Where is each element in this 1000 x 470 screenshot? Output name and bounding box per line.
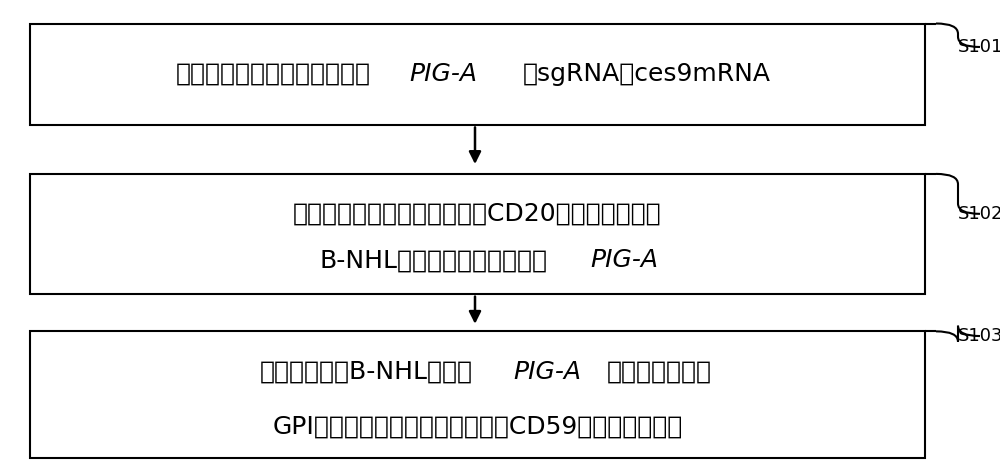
Text: B-NHL淡巴瘂细胞淡巴瘂细胞: B-NHL淡巴瘂细胞淡巴瘂细胞 (320, 248, 548, 272)
Text: PIG-A: PIG-A (513, 360, 581, 384)
Bar (30, 331, 925, 458)
Text: ，使所述细胞内: ，使所述细胞内 (606, 360, 711, 384)
Text: S103: S103 (958, 327, 1000, 345)
Text: 通过编辑所述B-NHL细胞的: 通过编辑所述B-NHL细胞的 (259, 360, 472, 384)
Text: PIG-A: PIG-A (409, 62, 477, 86)
Text: 的sgRNA及ces9mRNA: 的sgRNA及ces9mRNA (523, 62, 771, 86)
Text: S102: S102 (958, 205, 1000, 223)
Bar (30, 24, 925, 125)
Text: PIG-A: PIG-A (591, 248, 659, 272)
Text: 通过脂质纳米飙粒包装特异性: 通过脂质纳米飙粒包装特异性 (176, 62, 371, 86)
Text: GPI合成障磍，使细胞外锁连蛋白CD59在内的蛋白丢失: GPI合成障磍，使细胞外锁连蛋白CD59在内的蛋白丢失 (272, 415, 683, 439)
Bar (30, 174, 925, 294)
Text: 利用脂质纳米粒传输系统偶联CD20抗体，精准靶向: 利用脂质纳米粒传输系统偶联CD20抗体，精准靶向 (293, 202, 662, 226)
Text: S101: S101 (958, 38, 1000, 56)
